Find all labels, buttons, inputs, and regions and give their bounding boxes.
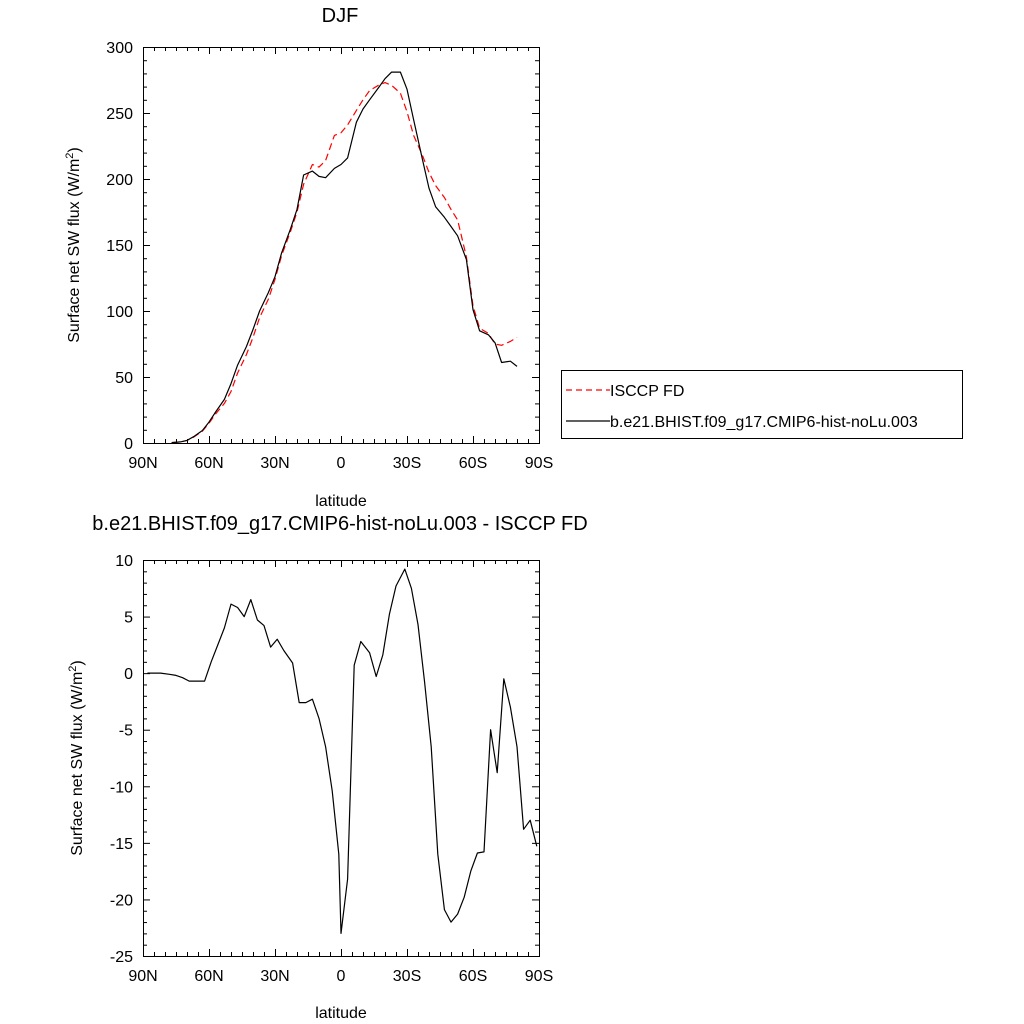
y-axis-label: Surface net SW flux (W/m2) — [64, 147, 83, 343]
x-tick-label: 90N — [128, 968, 157, 985]
y-tick-label: 0 — [124, 436, 133, 453]
series-line-isccp-fd — [171, 81, 518, 444]
x-axis: 90N 60N 30N 0 30S 60S 90S — [128, 47, 553, 472]
y-axis-label-main: Surface net SW flux (W/m — [66, 159, 83, 343]
legend-label-model: b.e21.BHIST.f09_g17.CMIP6-hist-noLu.003 — [610, 414, 918, 431]
x-axis-label: latitude — [315, 493, 367, 510]
chart-bottom: b.e21.BHIST.f09_g17.CMIP6-hist-noLu.003 … — [67, 513, 588, 1022]
y-tick-label: 150 — [106, 238, 133, 255]
x-tick-label: 0 — [337, 455, 346, 472]
x-tick-label: 60S — [459, 455, 487, 472]
y-tick-label: 200 — [106, 172, 133, 189]
plot-frame — [143, 560, 540, 957]
y-tick-label: -25 — [110, 949, 133, 966]
x-tick-label: 60S — [459, 968, 487, 985]
y-axis: 0 50 100 150 200 250 300 — [106, 40, 539, 453]
x-tick-label: 30S — [393, 968, 421, 985]
y-tick-label: 250 — [106, 106, 133, 123]
chart-title: b.e21.BHIST.f09_g17.CMIP6-hist-noLu.003 … — [92, 513, 587, 535]
legend-label-isccp: ISCCP FD — [610, 383, 684, 400]
x-tick-label: 90S — [525, 968, 553, 985]
series-line-model — [171, 71, 518, 444]
y-tick-label: 0 — [124, 666, 133, 683]
x-tick-label: 0 — [337, 968, 346, 985]
chart-title: DJF — [322, 5, 359, 27]
x-tick-label: 60N — [194, 968, 223, 985]
y-tick-label: 5 — [124, 610, 133, 627]
y-axis: -25 -20 -15 -10 -5 0 5 10 — [110, 553, 539, 966]
y-axis-label-superscript: 2 — [64, 153, 76, 159]
x-axis: 90N 60N 30N 0 30S 60S 90S — [128, 560, 553, 985]
y-tick-label: -10 — [110, 779, 133, 796]
y-tick-label: -20 — [110, 892, 133, 909]
y-axis-label-superscript: 2 — [67, 666, 79, 672]
legend-box — [561, 370, 963, 439]
legend: ISCCP FD b.e21.BHIST.f09_g17.CMIP6-hist-… — [561, 370, 963, 439]
y-axis-label-end: ) — [69, 660, 86, 665]
x-tick-label: 90N — [128, 455, 157, 472]
y-axis-label-main: Surface net SW flux (W/m — [69, 672, 86, 856]
y-axis-label-end: ) — [66, 147, 83, 152]
y-tick-label: -15 — [110, 836, 133, 853]
x-axis-label: latitude — [315, 1005, 367, 1022]
y-tick-label: 300 — [106, 40, 133, 57]
y-tick-label: 100 — [106, 304, 133, 321]
plot-frame — [143, 47, 540, 444]
x-tick-label: 90S — [525, 455, 553, 472]
x-tick-label: 60N — [194, 455, 223, 472]
y-axis-label: Surface net SW flux (W/m2) — [67, 660, 86, 856]
series-group — [147, 568, 538, 935]
y-tick-label: 10 — [115, 553, 133, 570]
series-group — [171, 71, 518, 444]
y-tick-label: -5 — [119, 723, 133, 740]
series-line-difference — [147, 568, 538, 935]
y-tick-label: 50 — [115, 370, 133, 387]
x-tick-label: 30N — [260, 455, 289, 472]
x-tick-label: 30S — [393, 455, 421, 472]
x-tick-label: 30N — [260, 968, 289, 985]
